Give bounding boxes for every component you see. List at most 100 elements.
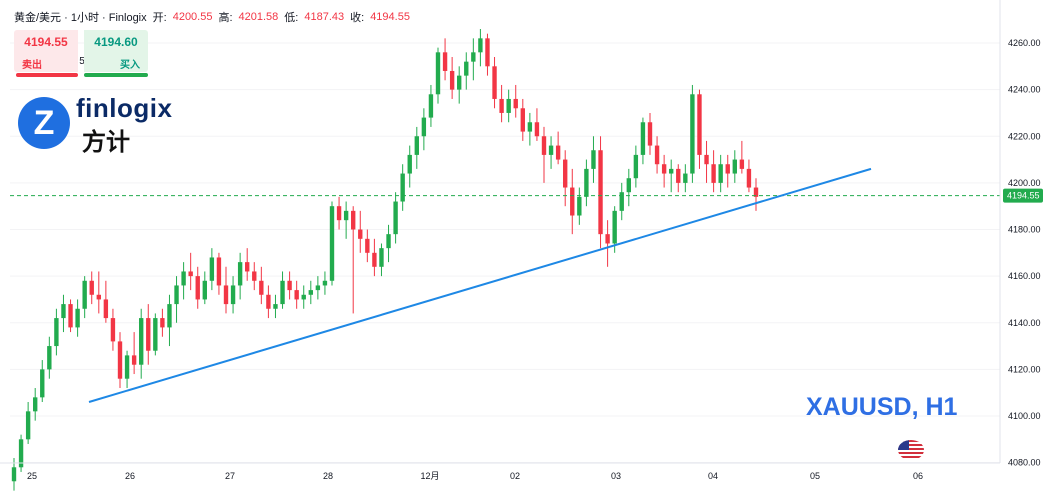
candle [25, 402, 31, 444]
candle [492, 56, 497, 109]
candle-body [414, 136, 419, 155]
candle [195, 266, 200, 309]
candle-body [400, 173, 405, 202]
candle [711, 150, 716, 193]
candle-body [329, 206, 335, 281]
candle [202, 271, 207, 305]
candle [570, 168, 575, 235]
candle [131, 332, 137, 375]
candle-body [209, 257, 215, 281]
buy-bar [84, 73, 148, 77]
candle [174, 276, 179, 323]
candle [499, 84, 504, 123]
sell-button[interactable]: 4194.55 卖出 [14, 30, 78, 72]
candle-body [131, 355, 137, 365]
y-tick-label: 4100.00 [1008, 411, 1041, 421]
candle-body [605, 234, 610, 244]
candle-body [739, 159, 745, 169]
candle [273, 294, 278, 319]
y-axis: 4080.00 4100.00 4120.00 4140.00 4160.00 4180.… [999, 0, 1041, 468]
y-tick-label: 4120.00 [1008, 364, 1041, 374]
candle-body [153, 318, 158, 351]
candle [117, 332, 123, 389]
candle-body [555, 145, 561, 160]
candle-body [40, 369, 45, 398]
candle [308, 280, 313, 305]
close-value: 4194.55 [370, 11, 410, 23]
candle [223, 266, 229, 314]
candle-body [287, 280, 292, 291]
sell-label: 卖出 [22, 60, 42, 71]
candle [82, 276, 87, 319]
x-tick-label: 02 [510, 471, 520, 481]
candle [442, 38, 448, 81]
open-value: 4200.55 [172, 11, 213, 23]
candle-body [435, 52, 441, 95]
candle [506, 89, 511, 123]
candle [230, 276, 236, 314]
candle-body [697, 94, 702, 155]
candle [153, 313, 158, 356]
candle [527, 112, 533, 146]
symbol-title: 黄金/美元 · 1小时 · Finlogix [14, 12, 147, 24]
candle-body [308, 290, 313, 295]
low-value: 4187.43 [304, 11, 345, 23]
candle-body [301, 294, 306, 300]
candle [89, 271, 94, 305]
candle-body [704, 154, 709, 165]
candle [188, 252, 193, 291]
candle [534, 108, 540, 141]
candle [358, 210, 363, 253]
x-tick-label: 06 [913, 471, 923, 481]
candle [237, 252, 243, 300]
candle [428, 84, 434, 127]
candle-body [471, 52, 476, 62]
logo-chinese: 方计 [82, 128, 130, 156]
high-label: 高: [218, 12, 233, 24]
candle [393, 192, 398, 244]
candle-body [548, 145, 554, 155]
candle [40, 360, 45, 403]
candle-body [11, 467, 17, 482]
chart-header: 黄金/美元 · 1小时 · Finlogix 开: 4200.55 高: 420… [14, 9, 410, 25]
candle-body [647, 122, 653, 146]
candle [407, 145, 412, 188]
y-tick-label: 4160.00 [1008, 271, 1041, 281]
candle-body [336, 206, 342, 221]
candle-body [167, 304, 172, 328]
svg-text:4194.55: 4194.55 [1007, 191, 1040, 201]
candle-body [753, 187, 759, 197]
candle [555, 131, 561, 165]
candle-body [591, 150, 596, 169]
candle-body [61, 304, 66, 319]
candle-body [407, 154, 412, 174]
candle [96, 271, 101, 314]
quantity-field[interactable]: 5 [79, 56, 85, 67]
candle-body [520, 108, 525, 132]
candle [167, 294, 172, 347]
candle [33, 388, 38, 421]
candle-body [485, 38, 490, 67]
x-tick-label: 27 [225, 471, 235, 481]
candle-body [294, 290, 299, 300]
candle-body [690, 94, 695, 174]
candle-body [746, 168, 752, 188]
candle [75, 299, 80, 337]
candle-body [110, 318, 116, 342]
candle-body [33, 397, 38, 412]
candle-body [358, 229, 363, 239]
candle-body [428, 94, 434, 118]
candle-body [499, 98, 504, 113]
candle-body [711, 164, 716, 183]
trendline[interactable] [88, 167, 872, 403]
candle-body [181, 271, 186, 286]
candle [386, 224, 391, 263]
candle [245, 248, 250, 281]
candle-body [117, 341, 123, 379]
candle [18, 434, 24, 472]
buy-button[interactable]: 4194.60 买入 [84, 30, 148, 72]
candle-body [96, 294, 101, 300]
candle-body [273, 304, 278, 309]
candle-body [598, 150, 603, 235]
